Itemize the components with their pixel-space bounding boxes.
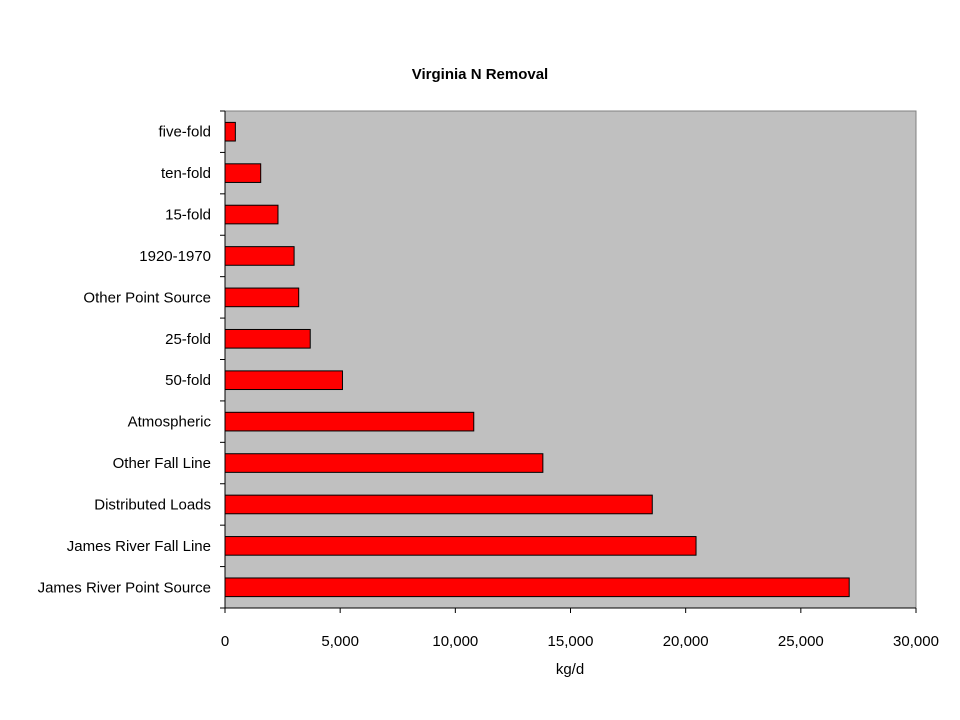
bar — [224, 370, 343, 391]
x-axis: 0 5,000 10,000 15,000 20,000 25,000 30,000 — [221, 607, 939, 650]
y-tick-label: Other Fall Line — [113, 455, 211, 472]
y-tick-label: five-fold — [158, 124, 211, 141]
x-tick-label: 0 — [221, 633, 229, 650]
y-axis: five-fold ten-fold 15-fold 1920-1970 Other P… — [38, 110, 226, 609]
y-tick-label: Other Point Source — [83, 289, 211, 306]
y-tick-label: James River Fall Line — [67, 538, 211, 555]
x-tick-label: 25,000 — [778, 633, 824, 650]
y-tick-label: 25-fold — [165, 331, 211, 348]
bar — [224, 163, 262, 183]
bar — [224, 287, 300, 308]
bar — [224, 121, 236, 142]
bars-group — [224, 121, 850, 598]
x-tick-label: 30,000 — [893, 633, 939, 650]
y-tick-label: ten-fold — [161, 165, 211, 182]
y-tick-label: Distributed Loads — [94, 496, 211, 513]
bar — [224, 494, 653, 515]
y-tick-label: Atmospheric — [128, 414, 212, 431]
bar — [224, 453, 544, 473]
x-tick-label: 15,000 — [548, 633, 594, 650]
bar — [224, 246, 295, 266]
x-tick-label: 10,000 — [432, 633, 478, 650]
y-tick-label: 15-fold — [165, 207, 211, 224]
bar — [224, 328, 311, 349]
y-tick-label: James River Point Source — [38, 579, 211, 596]
x-tick-label: 20,000 — [663, 633, 709, 650]
plot-area — [224, 110, 917, 609]
x-axis-label: kg/d — [556, 661, 584, 678]
y-tick-label: 1920-1970 — [139, 248, 211, 265]
bar — [224, 577, 850, 598]
chart-title: Virginia N Removal — [412, 66, 548, 83]
y-tick-label: 50-fold — [165, 372, 211, 389]
x-tick-label: 5,000 — [321, 633, 359, 650]
bar — [224, 204, 279, 225]
bar — [224, 536, 697, 556]
bar — [224, 411, 475, 432]
